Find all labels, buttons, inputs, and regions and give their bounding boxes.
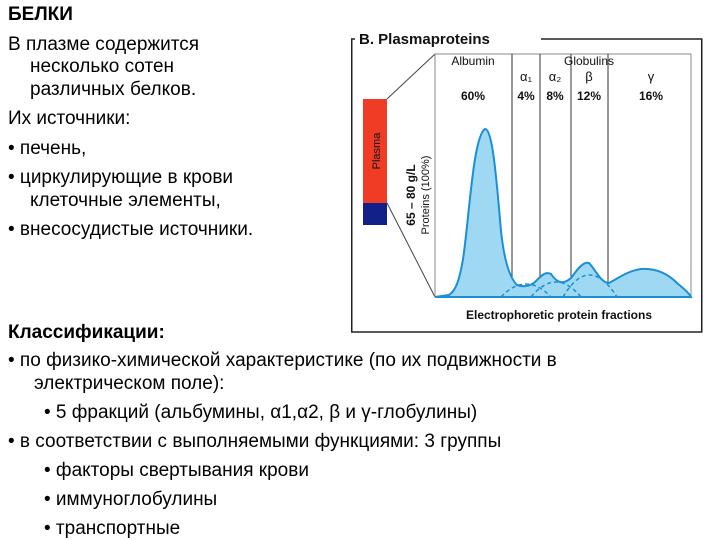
alpha2-percent: 8% bbox=[546, 89, 564, 103]
source-bullet-blood-cells-cont: клеточные элементы, bbox=[30, 190, 221, 211]
intro-line-1: В плазме содержится bbox=[8, 34, 199, 55]
source-bullet-liver: • печень, bbox=[8, 138, 87, 159]
gamma-percent: 16% bbox=[639, 89, 663, 103]
plasma-bar bbox=[363, 99, 387, 203]
beta-symbol: β bbox=[585, 69, 592, 84]
sources-heading: Их источники: bbox=[8, 108, 131, 129]
classification-sub-coagulation: • факторы свертывания крови bbox=[44, 460, 309, 481]
figure-footer: Electrophoretic protein fractions bbox=[466, 308, 652, 322]
gamma-symbol: γ bbox=[648, 69, 655, 84]
header-backdrop bbox=[355, 28, 541, 50]
classification-bullet-physchem: • по физико-химической характеристике (п… bbox=[8, 350, 557, 371]
intro-line-3: различных белков. bbox=[30, 79, 197, 100]
classification-heading: Классификации: bbox=[8, 322, 165, 343]
source-bullet-blood-cells: • циркулирующие в крови bbox=[8, 167, 234, 188]
concentration-label: 65 – 80 g/L bbox=[404, 164, 418, 225]
connector-top bbox=[386, 53, 436, 100]
classification-sub-fractions: • 5 фракций (альбумины, α1,α2, β и γ-гло… bbox=[44, 402, 478, 423]
classification-bullet-physchem-cont: электрическом поле): bbox=[34, 373, 225, 394]
cells-bar bbox=[363, 203, 387, 225]
classification-bullet-functions: • в соответствии с выполняемыми функциям… bbox=[8, 431, 502, 452]
beta-percent: 12% bbox=[577, 89, 601, 103]
plasma-label: Plasma bbox=[371, 132, 383, 170]
intro-line-2: несколько сотен bbox=[30, 56, 175, 77]
source-bullet-extravascular: • внесосудистые источники. bbox=[8, 219, 254, 240]
proteins-label: Proteins (100%) bbox=[420, 156, 432, 235]
alpha1-symbol: α₁ bbox=[520, 69, 533, 84]
figure-header: B. Plasmaproteins bbox=[359, 31, 490, 48]
classification-sub-transport: • транспортные bbox=[44, 518, 181, 539]
classification-sub-immunoglobulins: • иммуноглобулины bbox=[44, 489, 218, 510]
slide-title: БЕЛКИ bbox=[8, 4, 73, 25]
connector-bottom bbox=[386, 202, 436, 298]
alpha2-symbol: α₂ bbox=[549, 69, 562, 84]
beta-dashed-curve bbox=[562, 274, 618, 298]
globulins-label: Globulins bbox=[564, 54, 614, 68]
albumin-percent: 60% bbox=[461, 89, 485, 103]
albumin-label: Albumin bbox=[451, 54, 494, 68]
alpha1-dashed-curve bbox=[500, 283, 552, 298]
electrophoresis-curve bbox=[434, 127, 693, 298]
alpha1-percent: 4% bbox=[517, 89, 535, 103]
plasmaproteins-figure: B. Plasmaproteins Plasma 65 – 80 g/L Pro… bbox=[351, 28, 703, 333]
alpha2-dashed-curve bbox=[530, 281, 582, 298]
